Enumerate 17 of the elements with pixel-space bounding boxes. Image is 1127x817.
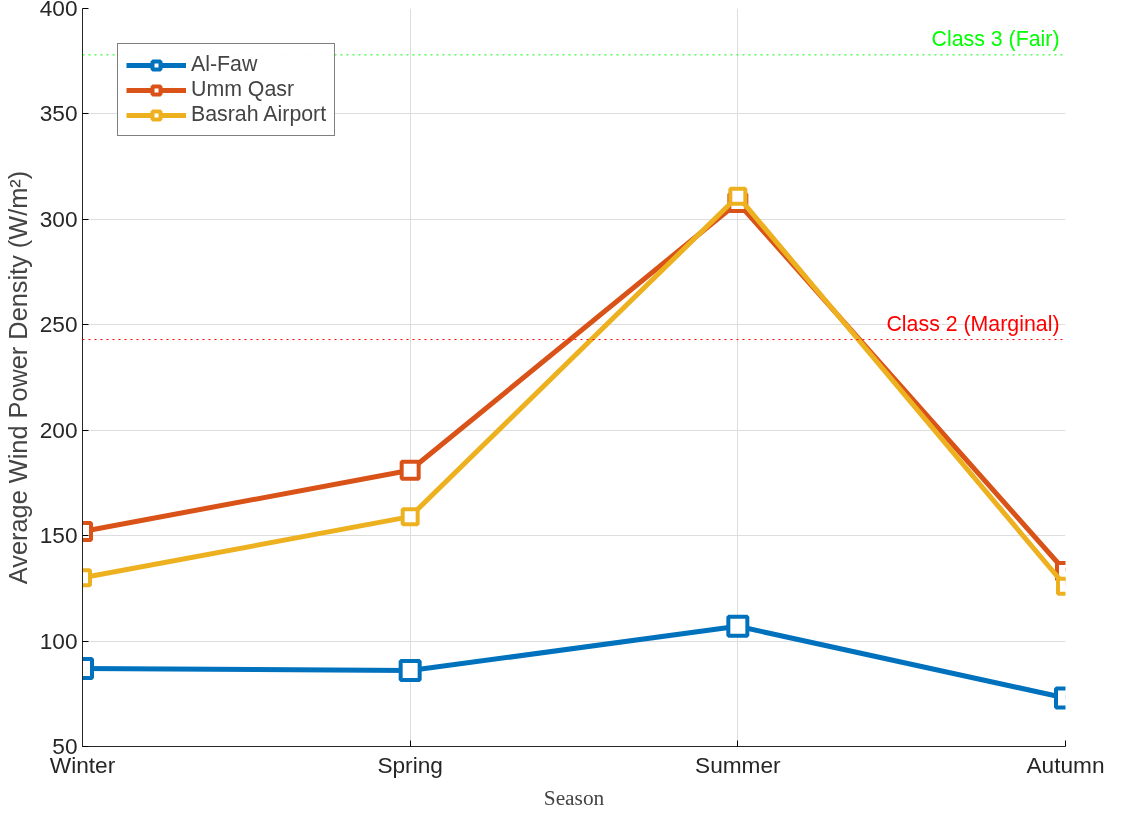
y-tick-label: 250 (39, 311, 78, 338)
legend-label: Al-Faw (191, 52, 258, 77)
y-tick-label: 300 (39, 205, 78, 232)
x-tick-label: Summer (695, 751, 782, 778)
y-tick-label: 150 (39, 522, 78, 549)
y-tick-label: 200 (39, 416, 78, 443)
y-axis-title: Average Wind Power Density (W/m²) (3, 170, 32, 585)
x-tick-label: Spring (377, 751, 443, 778)
ref-line-label: Class 2 (Marginal) (886, 311, 1060, 336)
legend-label: Umm Qasr (191, 77, 295, 102)
y-tick-label: 400 (39, 0, 78, 21)
x-tick-label: Autumn (1026, 751, 1105, 778)
legend-label: Basrah Airport (191, 102, 327, 127)
x-axis-title: Season (543, 785, 605, 810)
y-tick-label: 100 (39, 627, 78, 654)
y-tick-label: 350 (39, 100, 78, 127)
ref-line-label: Class 3 (Fair) (931, 26, 1060, 51)
